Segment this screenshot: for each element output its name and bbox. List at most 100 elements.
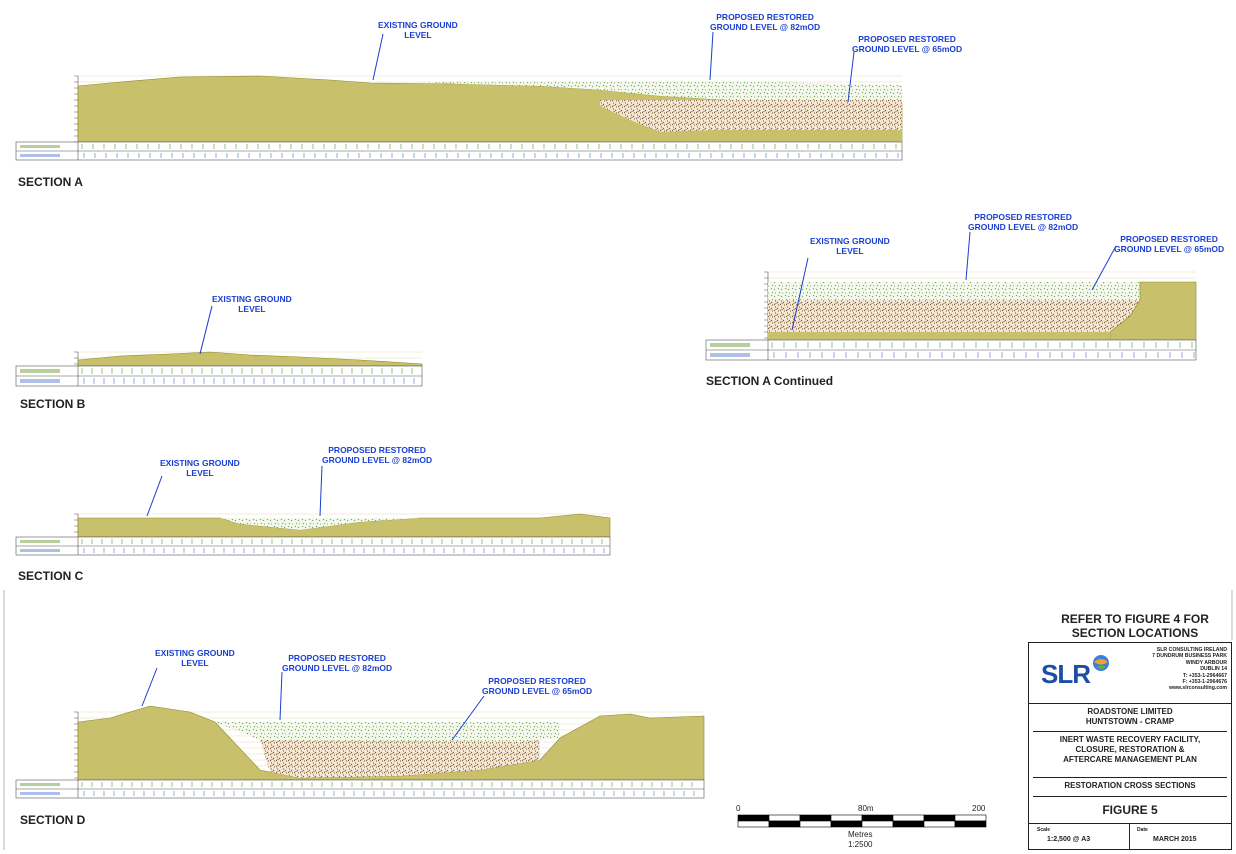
- restored-82-fill: [420, 82, 902, 104]
- scale-ratio: 1:2500: [848, 840, 873, 849]
- section-c-existing-label: EXISTING GROUND LEVEL: [160, 458, 240, 478]
- leader-line: [791, 257, 809, 331]
- company-address: SLR CONSULTING IRELAND 7 DUNDRUM BUSINES…: [1152, 647, 1227, 692]
- scale-segment: [861, 820, 894, 828]
- scale-tick-0: 0: [736, 804, 741, 813]
- date-label: Date: [1137, 827, 1148, 833]
- section-d-proposed-82-label: PROPOSED RESTORED GROUND LEVEL @ 82mOD: [282, 653, 393, 673]
- divider: [1033, 731, 1227, 732]
- scale-segment: [830, 814, 863, 822]
- leader-line: [451, 695, 485, 741]
- address-line: 7 DUNDRUM BUSINESS PARK: [1152, 653, 1227, 660]
- section-a-title: SECTION A: [18, 175, 83, 189]
- leader-line: [146, 475, 163, 517]
- section-d-proposed-65-label: PROPOSED RESTORED GROUND LEVEL @ 65mOD: [482, 676, 593, 696]
- refer-note-text: REFER TO FIGURE 4 FOR SECTION LOCATIONS: [1061, 612, 1209, 640]
- scale-segment: [768, 814, 801, 822]
- globe-icon: [1093, 655, 1109, 671]
- client-line-2: HUNTSTOWN - CRAMP: [1085, 717, 1175, 726]
- leader-line: [372, 33, 384, 81]
- scale-segment: [737, 820, 770, 828]
- client-line-1: ROADSTONE LIMITED: [1087, 707, 1173, 716]
- logo-area: SLR SLR CONSULTING IRELAND 7 DUNDRUM BUS…: [1029, 643, 1231, 704]
- scale-tick-200: 200: [972, 804, 986, 813]
- leader-line: [279, 671, 283, 721]
- title-block: SLR SLR CONSULTING IRELAND 7 DUNDRUM BUS…: [1028, 642, 1232, 850]
- section-d-title: SECTION D: [20, 813, 86, 827]
- section-c-title: SECTION C: [18, 569, 84, 583]
- project-line-1: INERT WASTE RECOVERY FACILITY,: [1059, 735, 1201, 744]
- divider: [1029, 823, 1231, 824]
- section-c-proposed-82-label: PROPOSED RESTORED GROUND LEVEL @ 82mOD: [322, 445, 433, 465]
- address-line: F: +353-1-2964676: [1182, 679, 1227, 686]
- row-label-chainage: [20, 792, 60, 795]
- scale-segment: [923, 814, 956, 822]
- existing-ground: [77, 351, 423, 367]
- scale-segment: [799, 814, 832, 822]
- section-d-existing-label: EXISTING GROUND LEVEL: [155, 648, 235, 668]
- address-line: SLR CONSULTING IRELAND: [1156, 647, 1227, 653]
- scale-label: Scale: [1037, 827, 1051, 833]
- scale-value: 1:2,500 @ A3: [1047, 836, 1091, 843]
- scale-segment: [737, 814, 770, 822]
- scale-segment: [768, 820, 801, 828]
- leader-line: [847, 51, 855, 103]
- section-a-continued-title: SECTION A Continued: [706, 374, 834, 388]
- drawing-title: RESTORATION CROSS SECTIONS: [1064, 781, 1196, 790]
- existing-ground: [77, 513, 611, 538]
- section-a-cont-proposed-65-label: PROPOSED RESTORED GROUND LEVEL @ 65mOD: [1114, 234, 1225, 254]
- leader-line: [1091, 245, 1117, 291]
- scale-segment: [799, 820, 832, 828]
- scale-tick-80: 80m: [858, 804, 874, 813]
- restored-82-fill: [768, 282, 1140, 300]
- figure-number: FIGURE 5: [1102, 803, 1158, 817]
- restored-82-fill: [215, 722, 560, 742]
- project-line-3: AFTERCARE MANAGEMENT PLAN: [1063, 755, 1197, 764]
- restored-65-fill: [600, 100, 902, 132]
- address-line: WINDY ARBOUR: [1185, 659, 1227, 666]
- section-b-existing-label: EXISTING GROUND LEVEL: [212, 294, 292, 314]
- restored-82-fill: [220, 518, 420, 530]
- row-label-chainage: [20, 549, 60, 552]
- date-value: MARCH 2015: [1153, 836, 1197, 843]
- leader-line: [141, 667, 158, 707]
- client-name: ROADSTONE LIMITED HUNTSTOWN - CRAMP: [1029, 707, 1231, 727]
- scale-segment: [923, 820, 956, 828]
- section-a-proposed-65-label: PROPOSED RESTORED GROUND LEVEL @ 65mOD: [852, 34, 963, 54]
- row-label-level: [20, 369, 60, 373]
- leader-line: [199, 305, 213, 355]
- refer-note: REFER TO FIGURE 4 FOR SECTION LOCATIONS: [1040, 612, 1230, 640]
- existing-ground-base: [768, 332, 1110, 340]
- slr-logo: SLR: [1041, 659, 1091, 689]
- section-a-cont-proposed-82-label: PROPOSED RESTORED GROUND LEVEL @ 82mOD: [968, 212, 1079, 232]
- address-line: www.slrconsulting.com: [1168, 685, 1227, 692]
- row-label-level: [710, 343, 750, 347]
- leader-line: [965, 231, 971, 281]
- scale-segment: [861, 814, 894, 822]
- row-label-level: [20, 145, 60, 148]
- leader-line: [709, 31, 714, 81]
- restored-65-fill: [260, 740, 540, 778]
- row-label-chainage: [20, 154, 60, 157]
- divider: [1033, 796, 1227, 797]
- existing-ground-low: [600, 106, 902, 142]
- row-label-level: [20, 783, 60, 786]
- section-b-title: SECTION B: [20, 397, 86, 411]
- scale-segment: [954, 814, 987, 822]
- row-label-chainage: [20, 379, 60, 383]
- scale-segment: [892, 814, 925, 822]
- project-line-2: CLOSURE, RESTORATION &: [1075, 745, 1185, 754]
- divider: [1033, 777, 1227, 778]
- scale-segment: [892, 820, 925, 828]
- leader-line: [319, 465, 323, 517]
- section-a-proposed-82-label: PROPOSED RESTORED GROUND LEVEL @ 82mOD: [710, 12, 821, 32]
- divider: [1129, 823, 1130, 849]
- section-a-existing-label: EXISTING GROUND LEVEL: [378, 20, 458, 40]
- address-line: DUBLIN 14: [1200, 666, 1227, 673]
- project-name: INERT WASTE RECOVERY FACILITY, CLOSURE, …: [1029, 735, 1231, 765]
- scale-unit: Metres: [848, 830, 873, 839]
- scale-segment: [954, 820, 987, 828]
- restored-65-fill: [768, 300, 1140, 332]
- row-label-chainage: [710, 353, 750, 357]
